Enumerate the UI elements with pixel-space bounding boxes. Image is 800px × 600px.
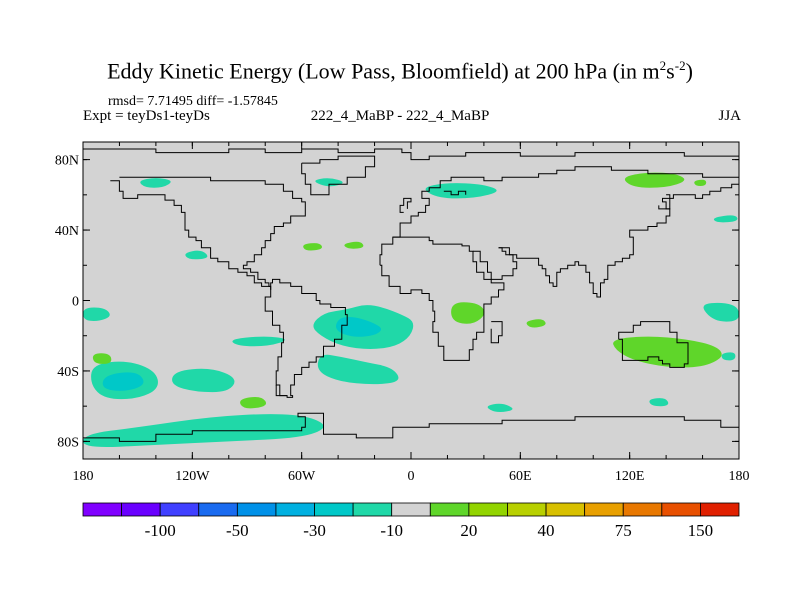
colorbar-swatch bbox=[429, 502, 470, 517]
colorbar-label: 40 bbox=[538, 521, 555, 540]
contour-region bbox=[487, 403, 513, 413]
case-label: 222_4_MaBP - 222_4_MaBP bbox=[310, 108, 490, 124]
colorbar-swatch bbox=[700, 502, 740, 517]
colorbar-swatch bbox=[198, 502, 238, 517]
colorbar-swatch bbox=[661, 502, 701, 517]
coastline bbox=[658, 194, 671, 210]
contour-region bbox=[303, 243, 322, 251]
contour-region bbox=[425, 183, 497, 199]
contour-region bbox=[185, 250, 208, 260]
chart-title: Eddy Kinetic Energy (Low Pass, Bloomfiel… bbox=[107, 58, 693, 84]
colorbar-swatch bbox=[82, 502, 122, 517]
colorbar-swatch bbox=[121, 502, 161, 517]
colorbar-swatch bbox=[545, 502, 586, 517]
colorbar-label: -10 bbox=[380, 521, 403, 540]
coastline bbox=[399, 197, 412, 213]
coastline bbox=[83, 412, 739, 442]
colorbar-label: 150 bbox=[688, 521, 714, 540]
contour-region bbox=[172, 368, 235, 393]
contour-region bbox=[694, 179, 707, 186]
contour-region bbox=[624, 172, 685, 188]
colorbar-swatch bbox=[159, 502, 200, 517]
coastline bbox=[379, 236, 505, 361]
contour-region bbox=[140, 178, 171, 188]
colorbar-label: 75 bbox=[615, 521, 632, 540]
coastline bbox=[119, 176, 306, 290]
contour-region bbox=[344, 241, 364, 249]
colorbar-swatch bbox=[468, 502, 508, 517]
contour-region bbox=[649, 398, 669, 407]
contour-region bbox=[92, 353, 112, 364]
coastline bbox=[301, 155, 376, 196]
contour-region bbox=[703, 302, 739, 322]
contour-region bbox=[232, 336, 285, 347]
colorbar-swatch bbox=[391, 502, 431, 517]
season-label: JJA bbox=[718, 108, 741, 124]
coastlines bbox=[83, 148, 739, 442]
coastline bbox=[473, 247, 518, 280]
coastline bbox=[618, 321, 689, 368]
x-tick-label: 120E bbox=[615, 469, 645, 484]
y-tick-label: 40N bbox=[55, 224, 79, 239]
contour-region bbox=[102, 372, 144, 391]
colorbar-swatch bbox=[507, 502, 547, 517]
contour-region bbox=[317, 354, 399, 385]
contour-regions bbox=[83, 172, 739, 448]
plot-background bbox=[83, 142, 739, 459]
stats-label: rmsd= 7.71495 diff= -1.57845 bbox=[108, 94, 278, 109]
x-tick-label: 60E bbox=[509, 469, 532, 484]
contour-region bbox=[83, 307, 110, 321]
coastline bbox=[490, 321, 503, 344]
x-axis: 180 120W 60W 0 60E 120E 180 bbox=[73, 142, 750, 484]
coastline bbox=[110, 180, 267, 287]
colorbar-label: -30 bbox=[303, 521, 326, 540]
coastline bbox=[83, 148, 739, 161]
contour-region bbox=[613, 336, 722, 368]
y-tick-label: 80N bbox=[55, 154, 79, 169]
y-tick-label: 40S bbox=[57, 365, 79, 380]
x-tick-label: 60W bbox=[288, 469, 316, 484]
colorbar-swatch bbox=[314, 502, 354, 517]
colorbar-swatch bbox=[275, 502, 315, 517]
coastline bbox=[264, 278, 348, 398]
coastline bbox=[498, 183, 739, 298]
experiment-label: Expt = teyDs1-teyDs bbox=[83, 108, 210, 124]
x-tick-label: 180 bbox=[729, 469, 750, 484]
contour-region bbox=[526, 319, 546, 328]
colorbar-label: -100 bbox=[145, 521, 176, 540]
colorbar-label: 20 bbox=[460, 521, 477, 540]
colorbar: -100 -50 -30 -10 20 40 75 150 bbox=[82, 502, 740, 540]
contour-region bbox=[240, 396, 267, 409]
y-tick-label: 0 bbox=[72, 295, 79, 310]
coastline bbox=[443, 190, 467, 196]
contour-region bbox=[721, 352, 736, 361]
contour-region bbox=[451, 302, 485, 324]
x-tick-label: 180 bbox=[73, 469, 94, 484]
colorbar-swatch bbox=[236, 502, 277, 517]
contour-region bbox=[713, 215, 738, 223]
coastline bbox=[275, 385, 288, 397]
x-tick-label: 120W bbox=[175, 469, 210, 484]
colorbar-label: -50 bbox=[226, 521, 249, 540]
x-tick-label: 0 bbox=[408, 469, 415, 484]
coastline bbox=[392, 166, 739, 238]
colorbar-swatch bbox=[352, 502, 393, 517]
colorbar-swatch bbox=[584, 502, 624, 517]
y-tick-label: 80S bbox=[57, 435, 79, 450]
y-axis: 80N 40N 0 40S 80S bbox=[55, 154, 739, 450]
colorbar-swatch bbox=[622, 502, 663, 517]
